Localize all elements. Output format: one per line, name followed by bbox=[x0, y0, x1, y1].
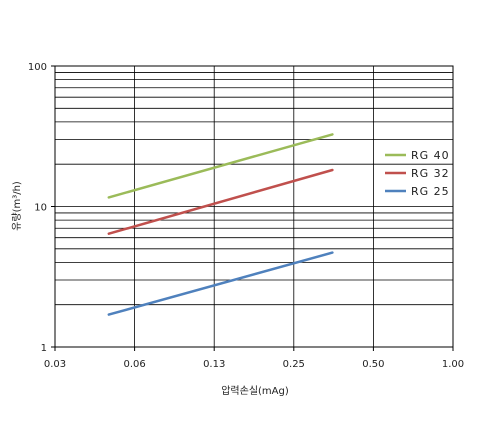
x-tick-label: 0.50 bbox=[362, 359, 384, 370]
y-tick-label: 100 bbox=[28, 62, 47, 73]
legend: RG 40 RG 32 RG 25 bbox=[385, 149, 450, 198]
series-line-rg-40 bbox=[107, 133, 334, 199]
x-tick-label: 1.00 bbox=[442, 359, 464, 370]
y-tick-label: 1 bbox=[41, 343, 47, 354]
x-tick-label: 0.13 bbox=[203, 359, 225, 370]
tick-labels: 0.03 0.06 0.13 0.25 0.50 1.00 1 10 100 bbox=[28, 62, 464, 370]
x-tick-label: 0.06 bbox=[123, 359, 145, 370]
legend-label: RG 40 bbox=[411, 149, 450, 162]
x-axis-title: 압력손실(mAg) bbox=[221, 384, 289, 397]
grid bbox=[55, 66, 453, 347]
series-line-rg-25 bbox=[107, 251, 334, 316]
series-line-rg-32 bbox=[107, 168, 334, 235]
series-lines bbox=[107, 133, 334, 316]
x-tick-label: 0.25 bbox=[283, 359, 305, 370]
legend-label: RG 32 bbox=[411, 167, 450, 180]
x-tick-label: 0.03 bbox=[44, 359, 66, 370]
y-axis-title: 유량(m³/h) bbox=[11, 181, 23, 231]
legend-label: RG 25 bbox=[411, 185, 450, 198]
y-tick-label: 10 bbox=[34, 203, 47, 214]
